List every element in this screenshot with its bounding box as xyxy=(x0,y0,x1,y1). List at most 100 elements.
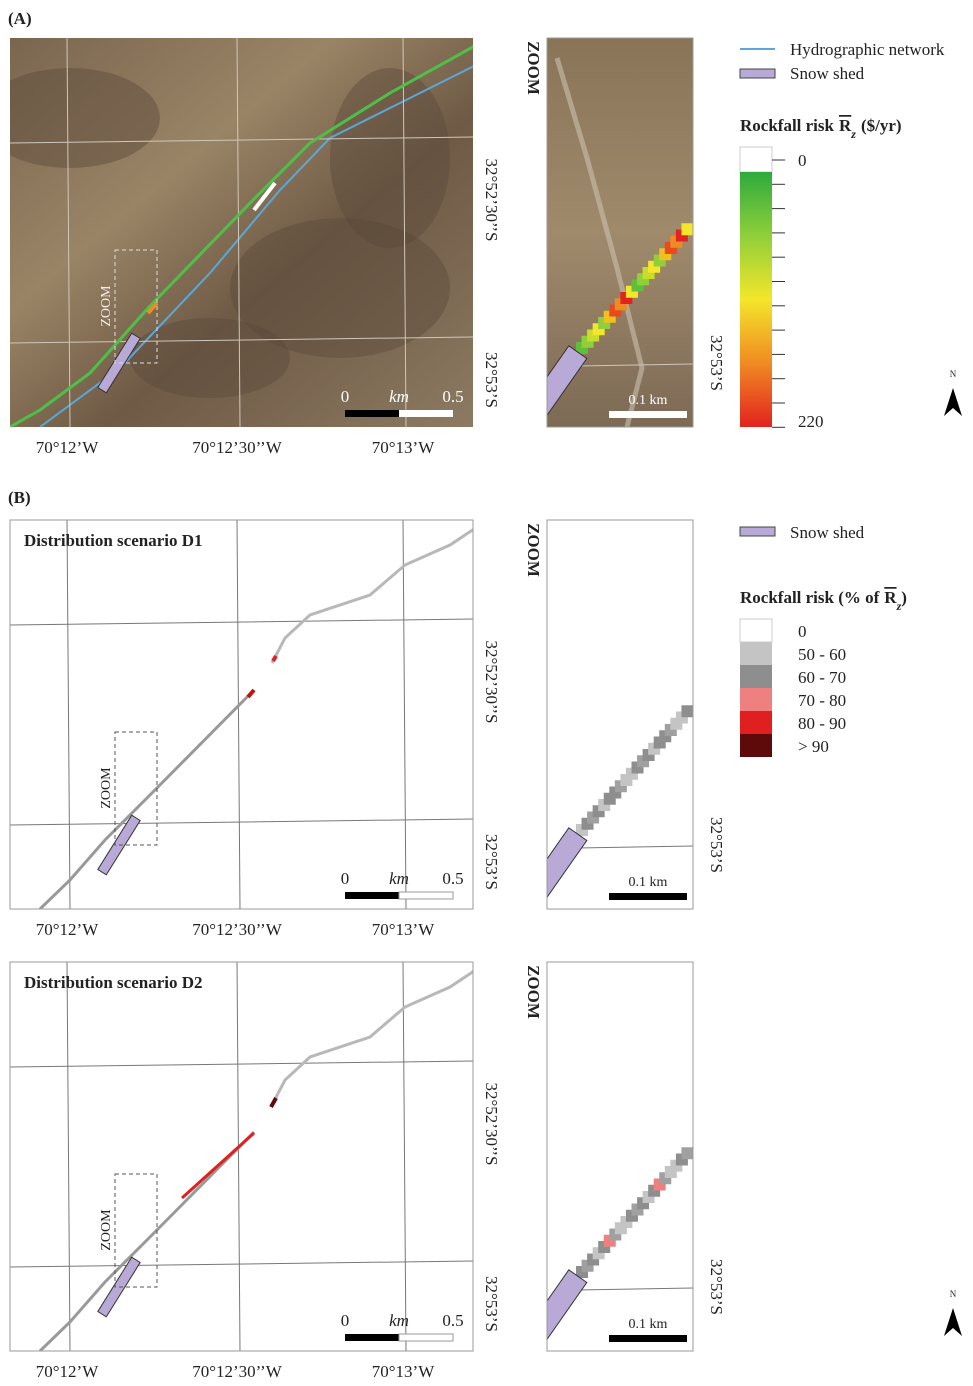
title-close: ) xyxy=(901,588,907,607)
risk-cell xyxy=(681,705,693,718)
scale-bar xyxy=(609,411,687,418)
class-swatch xyxy=(740,688,772,711)
colorbar xyxy=(740,172,772,427)
lat-label: 32°52’30’’S xyxy=(482,641,501,724)
track xyxy=(38,1130,256,1351)
lat-label: 32°53’S xyxy=(707,817,726,873)
north-arrow xyxy=(944,1308,962,1336)
class-label: > 90 xyxy=(798,737,829,756)
scale-bar xyxy=(398,891,454,900)
track-segment xyxy=(269,1097,278,1108)
class-label: 80 - 90 xyxy=(798,714,846,733)
snow-shed xyxy=(547,1269,588,1351)
snow-shed xyxy=(547,827,588,909)
scale-bar xyxy=(399,410,453,417)
lon-label: 70°13’W xyxy=(372,1362,435,1381)
north-arrow xyxy=(944,388,962,416)
title-subscript: z xyxy=(850,127,856,141)
lat-label: 32°53’S xyxy=(482,1276,501,1332)
scale-label: 0 xyxy=(341,387,350,406)
grid-line xyxy=(66,962,71,1351)
zoom-box-label: ZOOM xyxy=(99,1209,114,1251)
lat-label: 32°53’S xyxy=(482,834,501,890)
lon-label: 70°12’W xyxy=(36,1362,99,1381)
class-label: 50 - 60 xyxy=(798,645,846,664)
legend-label: Snow shed xyxy=(790,523,865,542)
zoom-title: ZOOM xyxy=(524,523,543,577)
scale-label: km xyxy=(389,869,409,888)
title-unit: ($/yr) xyxy=(861,116,902,135)
track xyxy=(38,688,256,909)
lon-label: 70°12’30’’W xyxy=(192,1362,283,1381)
map: ZOOM 0 km 0.5 xyxy=(10,520,473,909)
map: ZOOM 0 km 0.5 xyxy=(10,38,473,427)
zoom-title: ZOOM xyxy=(524,41,543,95)
grid-line xyxy=(236,38,241,427)
zoom-box xyxy=(114,1173,158,1288)
river xyxy=(554,57,645,427)
zoom-map: 0.1 km xyxy=(547,38,693,427)
lat-label: 32°53’S xyxy=(707,1259,726,1315)
track xyxy=(270,527,473,664)
track xyxy=(270,969,473,1106)
zoom-map: 0.1 km xyxy=(547,520,693,909)
map-frame xyxy=(546,37,694,428)
classes-title: Rockfall risk (% of Rz) xyxy=(740,588,907,613)
grid-line xyxy=(10,336,473,344)
lon-label: 70°12’30’’W xyxy=(192,438,283,457)
map-background xyxy=(10,38,473,427)
zoom-map: 0.1 km xyxy=(547,962,693,1351)
map-background xyxy=(10,962,473,1351)
class-label: 0 xyxy=(798,622,807,641)
grid-line xyxy=(236,962,241,1351)
scenario-title: Distribution scenario D2 xyxy=(24,973,203,992)
class-label: 60 - 70 xyxy=(798,668,846,687)
zoom-box-label: ZOOM xyxy=(99,285,114,327)
legend-label: Snow shed xyxy=(790,64,865,83)
colorbar-title: Rockfall risk Rz ($/yr) xyxy=(740,116,902,141)
title-subscript: z xyxy=(896,599,902,613)
grid-line xyxy=(402,38,407,427)
map-frame xyxy=(9,519,474,910)
map-background xyxy=(10,520,473,909)
grid-line xyxy=(66,520,71,909)
lon-label: 70°13’W xyxy=(372,438,435,457)
risk-cell xyxy=(681,1147,693,1160)
title-text: Rockfall risk (% of xyxy=(740,588,880,607)
lon-label: 70°12’W xyxy=(36,438,99,457)
colorbar-blank xyxy=(739,146,773,173)
north-label: N xyxy=(950,369,957,379)
grid-line xyxy=(576,845,693,849)
scale-label: km xyxy=(389,387,409,406)
scale-label: 0.5 xyxy=(442,1311,463,1330)
scale-label: 0.5 xyxy=(442,869,463,888)
snow-shed xyxy=(547,345,588,427)
class-swatch xyxy=(740,711,772,734)
lon-label: 70°13’W xyxy=(372,920,435,939)
zoom-box xyxy=(114,249,158,364)
grid-line xyxy=(10,618,473,626)
track xyxy=(10,45,473,427)
track-segment xyxy=(252,181,277,212)
scale-label: 0.1 km xyxy=(629,393,668,408)
colorbar-label: 0 xyxy=(798,151,807,170)
scale-label: 0.1 km xyxy=(629,1317,668,1332)
scale-bar xyxy=(398,1333,454,1342)
grid-line xyxy=(576,1287,693,1291)
grid-line xyxy=(402,520,407,909)
zoom-box-label: ZOOM xyxy=(99,767,114,809)
panel-label: (B) xyxy=(8,488,31,507)
scale-label: 0.5 xyxy=(442,387,463,406)
lat-label: 32°52’30’’S xyxy=(482,159,501,242)
grid-line xyxy=(10,818,473,826)
scale-bar xyxy=(609,1335,687,1342)
map-frame xyxy=(546,519,694,910)
grid-line xyxy=(10,1260,473,1268)
scale-label: 0 xyxy=(341,1311,350,1330)
risk-cell xyxy=(681,223,693,236)
terrain xyxy=(330,68,450,248)
track-segment xyxy=(271,654,278,663)
class-swatch xyxy=(740,642,772,665)
grid-line xyxy=(10,136,473,144)
